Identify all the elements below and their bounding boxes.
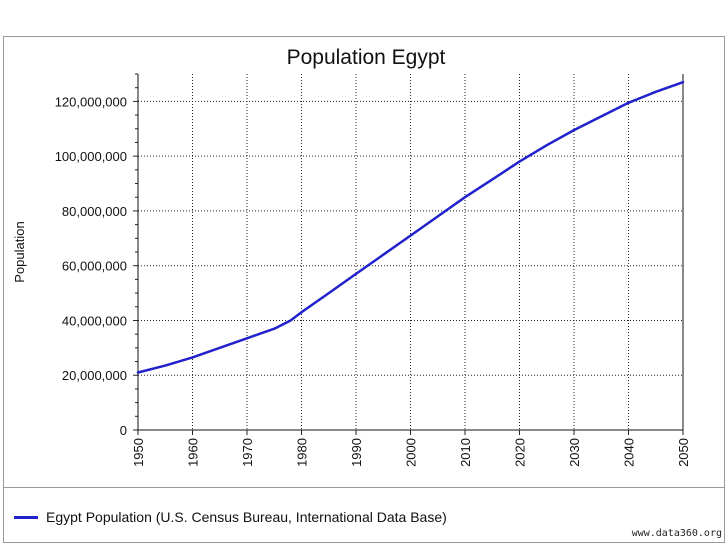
x-tick-label: 1980 xyxy=(295,438,310,467)
x-tick-label: 2000 xyxy=(404,438,419,467)
x-tick-label: 2010 xyxy=(458,438,473,467)
y-tick-label: 80,000,000 xyxy=(62,204,127,219)
x-tick-label: 2050 xyxy=(676,438,691,467)
x-tick-label: 1950 xyxy=(131,438,146,467)
y-tick-label: 20,000,000 xyxy=(62,368,127,383)
series-line xyxy=(136,80,685,374)
y-axis-label: Population xyxy=(12,221,27,282)
y-tick-label: 0 xyxy=(120,423,127,438)
y-tick-label: 120,000,000 xyxy=(55,94,127,109)
source-credit: www.data360.org xyxy=(631,528,722,539)
legend-label: Egypt Population (U.S. Census Bureau, In… xyxy=(46,509,447,525)
legend-swatch xyxy=(14,515,38,519)
x-tick-label: 2040 xyxy=(622,438,637,467)
legend: Egypt Population (U.S. Census Bureau, In… xyxy=(14,507,447,527)
y-tick-label: 100,000,000 xyxy=(55,149,127,164)
y-tick-label: 40,000,000 xyxy=(62,313,127,328)
y-tick-label: 60,000,000 xyxy=(62,259,127,274)
x-tick-label: 1960 xyxy=(186,438,201,467)
chart-title: Population Egypt xyxy=(287,46,446,69)
legend-separator xyxy=(3,487,725,488)
chart-frame xyxy=(3,36,725,543)
x-tick-label: 1970 xyxy=(240,438,255,467)
x-tick-label: 2020 xyxy=(513,438,528,467)
x-tick-label: 2030 xyxy=(567,438,582,467)
x-tick-label: 1990 xyxy=(349,438,364,467)
